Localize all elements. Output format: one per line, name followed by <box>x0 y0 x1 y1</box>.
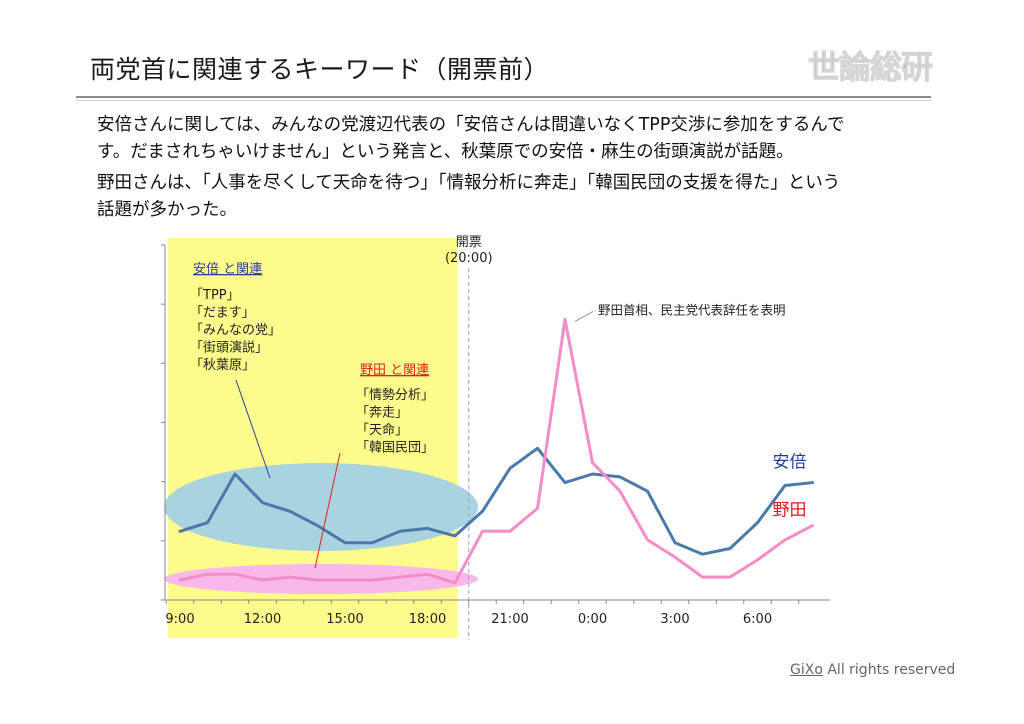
abe-keyword: 「TPP」 <box>190 288 240 303</box>
copyright-footer: GiXo All rights reserved <box>790 662 955 678</box>
x-tick-label: 3:00 <box>660 612 689 627</box>
x-tick-label: 12:00 <box>244 612 281 627</box>
x-tick-label: 6:00 <box>743 612 772 627</box>
svg-text:世論総研: 世論総研 <box>808 48 933 86</box>
vote-count-marker-label: 開票 <box>456 235 482 250</box>
vote-count-marker-time: (20:00) <box>445 251 493 266</box>
x-tick-label: 21:00 <box>491 612 528 627</box>
x-tick-label: 18:00 <box>409 612 446 627</box>
x-tick-label: 9:00 <box>165 612 194 627</box>
peak-note-leader <box>574 310 594 322</box>
desc-line-4: 話題が多かった。 <box>97 200 237 220</box>
title-divider <box>76 96 931 98</box>
noda-keyword: 「天命」 <box>356 422 408 438</box>
footer-brand: GiXo <box>790 662 823 678</box>
abe-keyword: 「みんなの党」 <box>190 323 281 338</box>
noda-keyword: 「奔走」 <box>356 406 408 421</box>
desc-line-1: 安倍さんに関しては、みんなの党渡辺代表の「安倍さんは間違いなくTPP交渉に参加を… <box>97 115 845 135</box>
abe-keyword: 「街頭演説」 <box>190 340 268 356</box>
abe-keywords-title: 安倍 と関連 <box>193 262 262 277</box>
abe-description: 安倍さんに関しては、みんなの党渡辺代表の「安倍さんは間違いなくTPP交渉に参加を… <box>97 112 927 166</box>
abe-series-line <box>178 446 814 556</box>
seron-soken-logo: 世論総研 <box>808 48 935 87</box>
noda-keyword: 「韓国民団」 <box>356 441 434 456</box>
abe-keyword: 「秋葉原」 <box>190 358 255 373</box>
noda-keyword: 「情勢分析」 <box>356 388 434 403</box>
slide-title: 両党首に関連するキーワード（開票前） <box>90 55 550 84</box>
x-tick-label: 0:00 <box>578 612 607 627</box>
footer-rights: All rights reserved <box>822 662 956 678</box>
abe-keywords-leader <box>235 379 271 479</box>
desc-line-3: 野田さんは、「人事を尽くして天命を待つ」「情報分析に奔走」「韓国民団の支援を得た… <box>97 173 841 193</box>
noda-series-label: 野田 <box>773 501 807 521</box>
noda-keywords-title: 野田 と関連 <box>360 363 429 378</box>
x-tick-label: 15:00 <box>326 612 363 627</box>
abe-highlight-ellipse <box>164 463 478 551</box>
abe-keyword: 「だます」 <box>190 306 255 321</box>
noda-series-line <box>178 317 814 585</box>
title-divider-thin <box>76 100 931 101</box>
peak-note: 野田首相、民主党代表辞任を表明 <box>598 302 786 317</box>
noda-description: 野田さんは、「人事を尽くして天命を待つ」「情報分析に奔走」「韓国民団の支援を得た… <box>97 170 927 224</box>
abe-series-label: 安倍 <box>773 453 807 473</box>
noda-keywords-leader <box>314 452 341 569</box>
desc-line-2: す。だまされちゃいけません」という発言と、秋葉原での安倍・麻生の街頭演説が話題。 <box>97 142 794 162</box>
